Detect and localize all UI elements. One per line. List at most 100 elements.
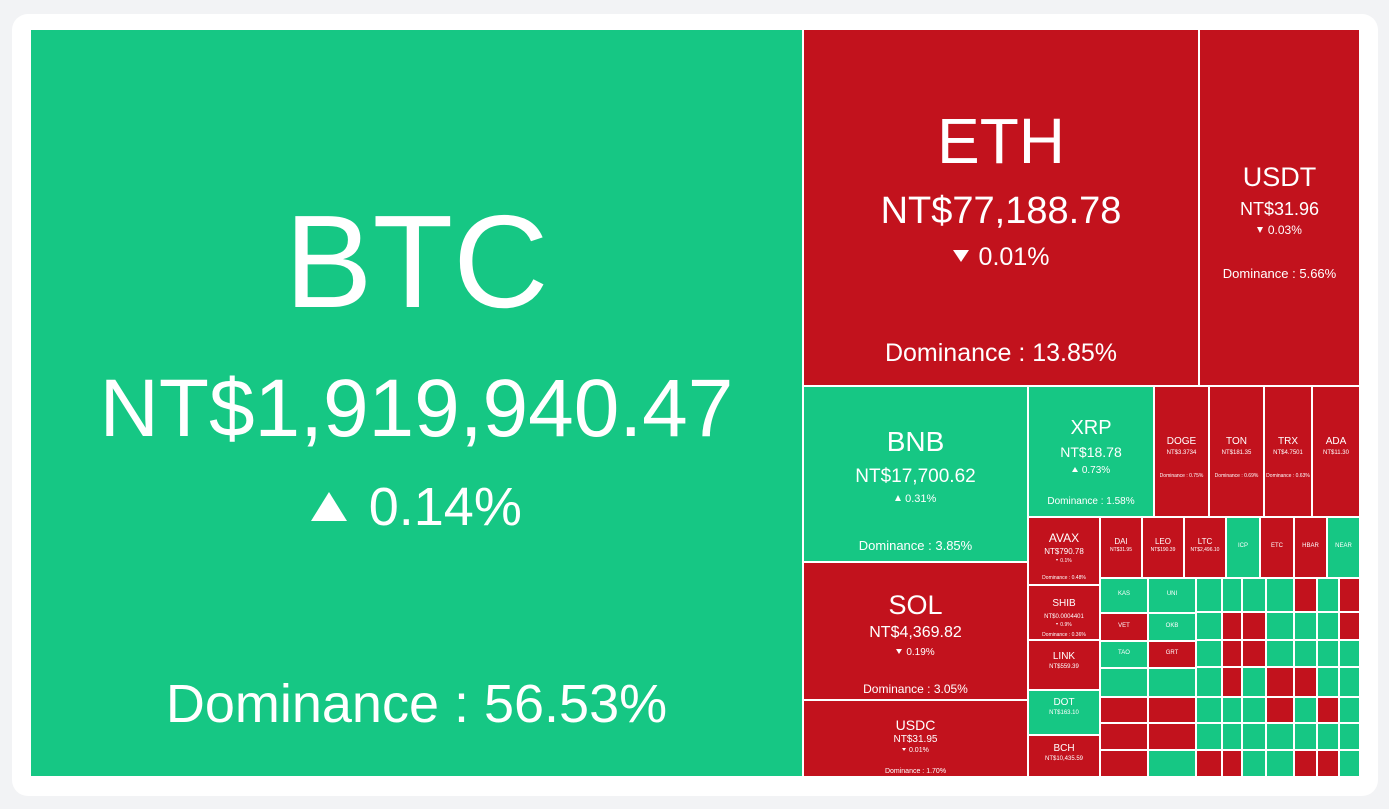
coin-symbol-text: ICP: [1237, 543, 1248, 549]
coin-symbol-text: BCH: [1053, 743, 1075, 754]
tile-small[interactable]: [1339, 750, 1360, 777]
tile-small[interactable]: [1196, 612, 1222, 640]
tile-small[interactable]: [1196, 697, 1222, 723]
tile-small[interactable]: [1266, 578, 1294, 612]
tile-xrp[interactable]: XRP NT$18.78 0.73% Dominance : 1.58%: [1028, 386, 1154, 517]
tile-trx[interactable]: TRX NT$4.7501 Dominance : 0.63%: [1264, 386, 1312, 517]
tile-avax[interactable]: AVAX NT$790.78 0.1% Dominance : 0.48%: [1028, 517, 1100, 585]
tile-small[interactable]: [1317, 750, 1339, 777]
tile-small[interactable]: [1242, 612, 1266, 640]
tile-sol[interactable]: SOL NT$4,369.82 0.19% Dominance : 3.05%: [803, 562, 1028, 700]
tile-ltc[interactable]: LTC NT$2,496.10: [1184, 517, 1226, 578]
tile-small[interactable]: [1294, 750, 1317, 777]
coin-symbol: ETC: [1261, 543, 1293, 549]
tile-small[interactable]: [1266, 723, 1294, 750]
price-change-value: 0.1%: [1060, 558, 1072, 564]
tile-small[interactable]: [1148, 723, 1196, 750]
tile-small[interactable]: [1222, 578, 1242, 612]
tile-small[interactable]: [1242, 667, 1266, 697]
tile-small[interactable]: TAO: [1100, 641, 1148, 668]
tile-small[interactable]: [1317, 640, 1339, 667]
tile-small[interactable]: [1242, 640, 1266, 667]
tile-small[interactable]: OKB: [1148, 613, 1196, 641]
tile-small[interactable]: [1148, 750, 1196, 777]
tile-small[interactable]: [1317, 667, 1339, 697]
tile-small[interactable]: [1100, 668, 1148, 697]
tile-small[interactable]: [1317, 723, 1339, 750]
tile-small[interactable]: [1294, 578, 1317, 612]
tile-small[interactable]: [1242, 578, 1266, 612]
tile-small[interactable]: [1222, 697, 1242, 723]
price-change: 0.31%: [804, 494, 1027, 505]
tile-small[interactable]: [1294, 612, 1317, 640]
tile-dot[interactable]: DOT NT$163.10: [1028, 690, 1100, 735]
tile-bch[interactable]: BCH NT$10,435.59: [1028, 735, 1100, 777]
tile-small[interactable]: [1100, 750, 1148, 777]
tile-small[interactable]: [1196, 723, 1222, 750]
tile-small[interactable]: [1266, 640, 1294, 667]
tile-small[interactable]: [1196, 750, 1222, 777]
tile-small[interactable]: GRT: [1148, 641, 1196, 668]
tile-small[interactable]: UNI: [1148, 578, 1196, 613]
price-change-value: 0.73%: [1081, 465, 1111, 476]
tile-small[interactable]: [1266, 750, 1294, 777]
tile-small[interactable]: [1196, 578, 1222, 612]
tile-shib[interactable]: SHIB NT$0.0004401 0.9% Dominance : 0.36%: [1028, 585, 1100, 640]
tile-small[interactable]: [1242, 697, 1266, 723]
dominance-label-text: Dominance : 0.36%: [1042, 632, 1086, 638]
tile-small[interactable]: [1148, 697, 1196, 723]
tile-small[interactable]: [1148, 668, 1196, 697]
tile-small[interactable]: [1222, 723, 1242, 750]
tile-small[interactable]: ICP: [1226, 517, 1260, 578]
tile-ada[interactable]: ADA NT$11.30: [1312, 386, 1360, 517]
price-change: 0.01%: [804, 245, 1198, 270]
tile-small[interactable]: [1222, 612, 1242, 640]
tile-eth[interactable]: ETH NT$77,188.78 0.01% Dominance : 13.85%: [803, 29, 1199, 386]
tile-btc[interactable]: BTC NT$1,919,940.47 0.14% Dominance : 56.53…: [30, 29, 803, 777]
tile-ton[interactable]: TON NT$181.35 Dominance : 0.69%: [1209, 386, 1264, 517]
tile-small[interactable]: [1222, 640, 1242, 667]
tile-small[interactable]: [1339, 640, 1360, 667]
tile-small[interactable]: [1222, 750, 1242, 777]
tile-small[interactable]: [1196, 667, 1222, 697]
tile-usdc[interactable]: USDC NT$31.95 0.01% Dominance : 1.70%: [803, 700, 1028, 777]
tile-small[interactable]: [1339, 697, 1360, 723]
tile-small[interactable]: [1242, 750, 1266, 777]
tile-dai[interactable]: DAI NT$31.95: [1100, 517, 1142, 578]
tile-small[interactable]: [1266, 697, 1294, 723]
tile-small[interactable]: [1294, 723, 1317, 750]
tile-small[interactable]: [1266, 667, 1294, 697]
tile-small[interactable]: [1339, 578, 1360, 612]
tile-small[interactable]: ETC: [1260, 517, 1294, 578]
tile-small[interactable]: [1339, 612, 1360, 640]
tile-small[interactable]: [1242, 723, 1266, 750]
price-change: 0.9%: [1029, 623, 1099, 628]
tile-usdt[interactable]: USDT NT$31.96 0.03% Dominance : 5.66%: [1199, 29, 1360, 386]
tile-small[interactable]: [1339, 667, 1360, 697]
tile-small[interactable]: KAS: [1100, 578, 1148, 613]
dominance-label-text: Dominance : 0.69%: [1214, 473, 1259, 479]
tile-small[interactable]: [1294, 640, 1317, 667]
tile-small[interactable]: [1294, 667, 1317, 697]
tile-small[interactable]: NEAR: [1327, 517, 1360, 578]
tile-small[interactable]: [1317, 612, 1339, 640]
tile-link[interactable]: LINK NT$559.39: [1028, 640, 1100, 690]
tile-small[interactable]: [1196, 640, 1222, 667]
coin-symbol: SHIB: [1029, 599, 1099, 609]
tile-bnb[interactable]: BNB NT$17,700.62 0.31% Dominance : 3.85%: [803, 386, 1028, 562]
tile-small[interactable]: [1100, 697, 1148, 723]
tile-doge[interactable]: DOGE NT$3.3734 Dominance : 0.75%: [1154, 386, 1209, 517]
tile-small[interactable]: HBAR: [1294, 517, 1327, 578]
tile-small[interactable]: [1266, 612, 1294, 640]
tile-leo[interactable]: LEO NT$190.39: [1142, 517, 1184, 578]
coin-price: NT$181.35: [1210, 450, 1263, 456]
coin-price: NT$190.39: [1143, 548, 1183, 553]
coin-symbol: HBAR: [1295, 543, 1326, 549]
tile-small[interactable]: [1222, 667, 1242, 697]
tile-small[interactable]: [1339, 723, 1360, 750]
tile-small[interactable]: [1294, 697, 1317, 723]
tile-small[interactable]: [1100, 723, 1148, 750]
tile-small[interactable]: [1317, 578, 1339, 612]
tile-small[interactable]: [1317, 697, 1339, 723]
tile-small[interactable]: VET: [1100, 613, 1148, 641]
